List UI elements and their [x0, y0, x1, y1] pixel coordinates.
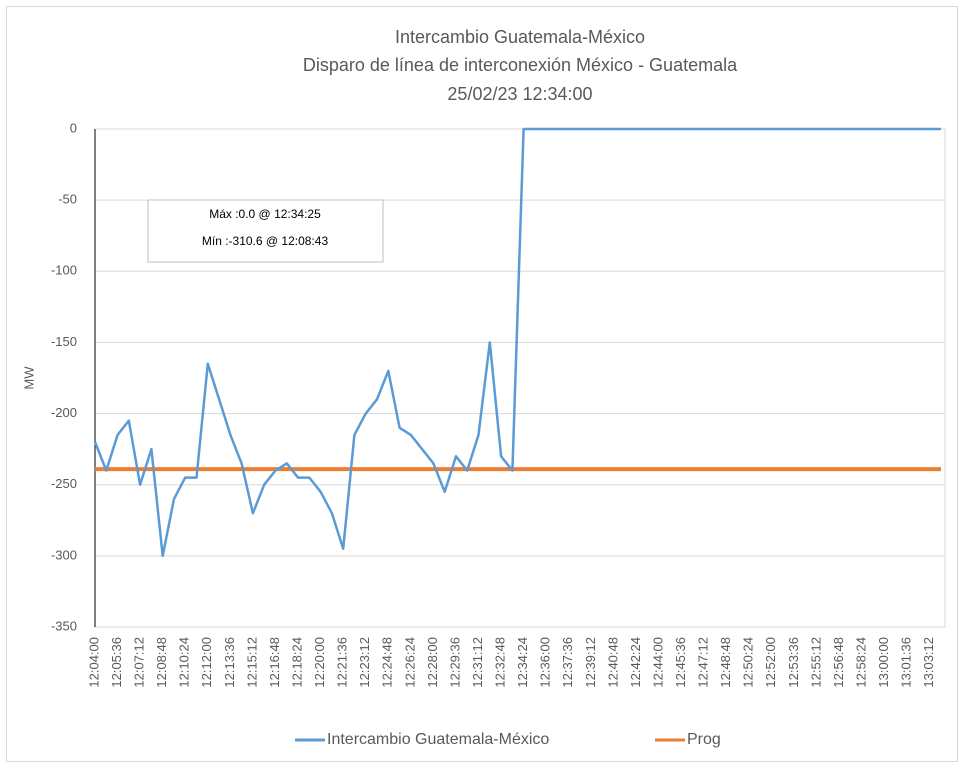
x-tick-label: 12:15:12	[244, 637, 259, 688]
x-tick-label: 12:05:36	[109, 637, 124, 688]
x-tick-label: 12:13:36	[222, 637, 237, 688]
chart-title: Intercambio Guatemala-México	[395, 27, 645, 47]
legend-label: Intercambio Guatemala-México	[327, 731, 549, 748]
x-tick-label: 12:36:00	[538, 637, 553, 688]
x-tick-label: 12:20:00	[312, 637, 327, 688]
annotation: Mín :-310.6 @ 12:08:43	[202, 234, 329, 248]
x-tick-label: 12:21:36	[335, 637, 350, 688]
x-tick-label: 12:50:24	[741, 637, 756, 688]
chart-border	[6, 6, 958, 762]
y-axis-label: MW	[21, 366, 36, 390]
x-tick-label: 12:45:36	[673, 637, 688, 688]
y-tick-label: -350	[51, 618, 77, 633]
x-tick-label: 12:24:48	[380, 637, 395, 688]
y-tick-label: -200	[51, 405, 77, 420]
x-tick-label: 12:56:48	[831, 637, 846, 688]
x-tick-label: 12:37:36	[560, 637, 575, 688]
x-tick-label: 13:03:12	[921, 637, 936, 688]
annotation: Máx :0.0 @ 12:34:25	[209, 207, 321, 221]
x-tick-label: 12:10:24	[177, 637, 192, 688]
annotation-box	[147, 199, 384, 263]
x-tick-label: 12:04:00	[86, 637, 101, 688]
legend-label: Prog	[687, 731, 721, 748]
series-line	[93, 127, 941, 558]
x-tick-label: 12:28:00	[425, 637, 440, 688]
x-tick-label: 12:18:24	[289, 637, 304, 688]
y-tick-label: -250	[51, 476, 77, 491]
x-tick-label: 12:08:48	[154, 637, 169, 688]
x-tick-label: 12:32:48	[493, 637, 508, 688]
x-tick-label: 12:53:36	[786, 637, 801, 688]
x-tick-label: 12:16:48	[267, 637, 282, 688]
chart-subtitle: Disparo de línea de interconexión México…	[303, 55, 738, 75]
y-tick-label: -150	[51, 334, 77, 349]
x-tick-label: 12:47:12	[696, 637, 711, 688]
x-tick-label: 12:12:00	[199, 637, 214, 688]
x-tick-label: 12:40:48	[605, 637, 620, 688]
x-tick-label: 12:07:12	[132, 637, 147, 688]
y-tick-label: -50	[58, 192, 77, 207]
x-tick-label: 12:44:00	[650, 637, 665, 688]
chart-date: 25/02/23 12:34:00	[447, 84, 592, 104]
x-tick-label: 12:39:12	[583, 637, 598, 688]
x-tick-label: 12:55:12	[808, 637, 823, 688]
x-tick-label: 13:01:36	[899, 637, 914, 688]
x-tick-label: 12:58:24	[853, 637, 868, 688]
y-tick-label: 0	[70, 120, 77, 135]
x-tick-label: 12:31:12	[470, 637, 485, 688]
y-tick-label: -100	[51, 263, 77, 278]
x-tick-label: 12:34:24	[515, 637, 530, 688]
x-tick-label: 13:00:00	[876, 637, 891, 688]
x-tick-label: 12:42:24	[628, 637, 643, 688]
y-tick-label: -300	[51, 547, 77, 562]
x-tick-label: 12:48:48	[718, 637, 733, 688]
x-tick-label: 12:29:36	[447, 637, 462, 688]
x-tick-label: 12:52:00	[763, 637, 778, 688]
x-tick-label: 12:23:12	[357, 637, 372, 688]
x-tick-label: 12:26:24	[402, 637, 417, 688]
